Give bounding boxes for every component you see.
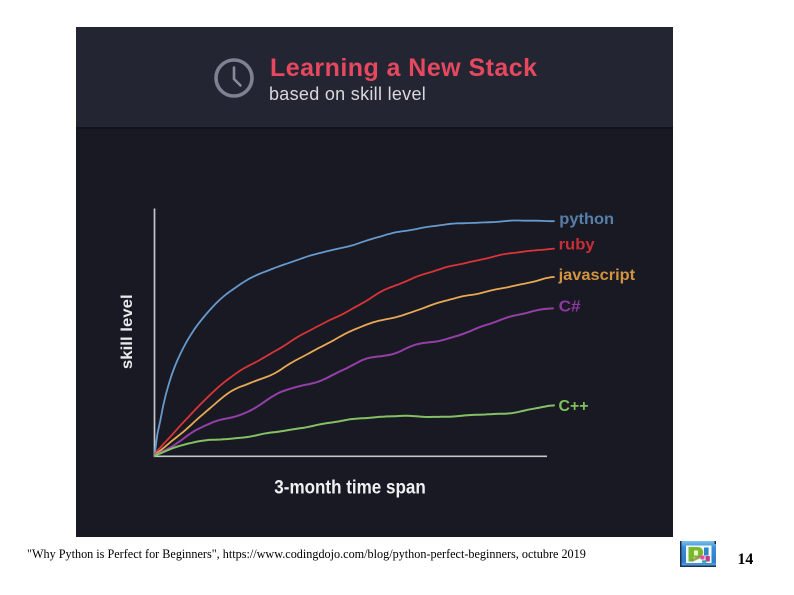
svg-text:skill level: skill level	[119, 294, 136, 369]
svg-text:ruby: ruby	[559, 237, 595, 254]
svg-text:javascript: javascript	[558, 267, 636, 284]
svg-text:C#: C#	[559, 299, 581, 316]
svg-text:C++: C++	[559, 398, 589, 415]
svg-text:python: python	[559, 211, 614, 228]
svg-text:3-month time span: 3-month time span	[274, 476, 426, 498]
